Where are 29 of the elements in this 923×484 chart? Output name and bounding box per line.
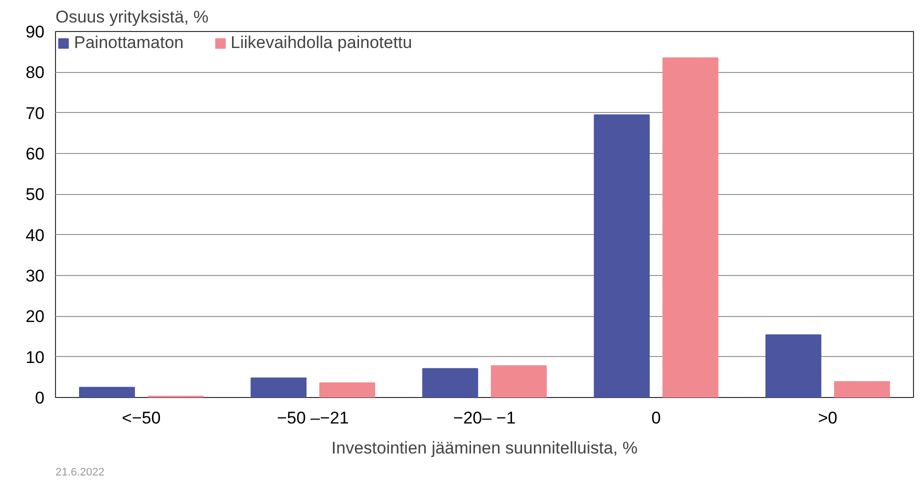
bar [594, 114, 650, 398]
y-tick-label: 40 [26, 226, 45, 245]
y-tick-label: 80 [26, 63, 45, 82]
x-tick-label: −50 –−21 [276, 408, 349, 428]
y-tick-label: 10 [26, 348, 45, 367]
x-tick-label: >0 [818, 408, 838, 428]
y-tick-label: 70 [26, 104, 45, 123]
y-tick-label: 20 [26, 307, 45, 326]
bar [834, 381, 890, 398]
text: 21.6.2022 [56, 466, 104, 478]
bar [422, 368, 478, 398]
y-tick-label: 0 [35, 388, 45, 408]
x-tick-label: −20– −1 [453, 408, 516, 428]
legend-label: Liikevaihdolla painotettu [230, 33, 412, 53]
y-tick-label: 30 [26, 266, 45, 286]
legend-label: Painottamaton [74, 33, 184, 53]
bar [79, 386, 135, 398]
y-tick-label: 50 [26, 185, 45, 204]
bar [490, 365, 547, 398]
bar [319, 382, 376, 398]
x-axis-title: Investointien jääminen suunnitelluista, % [331, 438, 638, 458]
x-tick-label: <−50 [122, 408, 161, 428]
y-tick-label: 90 [26, 22, 45, 42]
bar [765, 334, 822, 398]
bar [662, 57, 718, 398]
y-tick-label: 60 [26, 144, 45, 164]
x-tick-label: 0 [651, 408, 661, 428]
bar [250, 377, 307, 398]
y-axis-title: Osuus yrityksistä, % [56, 8, 209, 26]
